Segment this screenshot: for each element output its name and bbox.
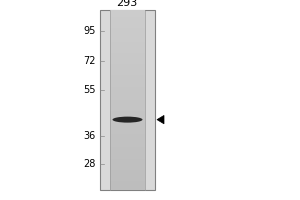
Bar — [110, 154, 145, 156]
Text: 55: 55 — [83, 85, 96, 95]
Bar — [110, 98, 145, 100]
Bar — [110, 66, 145, 68]
Bar — [110, 86, 145, 89]
Bar — [110, 89, 145, 91]
Bar — [110, 30, 145, 32]
Bar — [110, 102, 145, 104]
Bar — [110, 118, 145, 120]
Bar — [110, 161, 145, 163]
Bar — [110, 80, 145, 82]
Bar — [110, 181, 145, 183]
Bar — [110, 21, 145, 23]
Bar — [110, 114, 145, 116]
Bar — [110, 44, 145, 46]
Ellipse shape — [112, 117, 142, 123]
Bar — [110, 100, 145, 102]
Bar — [110, 17, 145, 19]
Bar — [110, 50, 145, 53]
Polygon shape — [157, 115, 164, 124]
Bar — [110, 35, 145, 37]
Bar — [110, 19, 145, 21]
Bar — [110, 174, 145, 176]
Bar — [110, 109, 145, 111]
Bar — [110, 107, 145, 109]
Bar — [110, 172, 145, 174]
Bar — [110, 158, 145, 161]
Bar — [110, 39, 145, 42]
Text: 72: 72 — [83, 56, 96, 66]
Bar — [110, 12, 145, 15]
Bar — [110, 143, 145, 145]
Bar — [110, 132, 145, 134]
Bar — [110, 46, 145, 48]
Bar — [110, 23, 145, 26]
Bar — [110, 145, 145, 147]
Bar — [110, 75, 145, 77]
Bar — [110, 138, 145, 140]
Bar — [110, 127, 145, 129]
Bar — [110, 120, 145, 122]
Bar — [110, 84, 145, 86]
Bar — [110, 71, 145, 73]
Bar — [110, 165, 145, 168]
Bar — [110, 111, 145, 114]
Bar — [110, 62, 145, 64]
Text: 95: 95 — [84, 26, 96, 36]
Bar — [110, 26, 145, 28]
Bar — [110, 73, 145, 75]
Bar — [110, 91, 145, 93]
Bar — [100, 10, 155, 190]
Text: 28: 28 — [84, 159, 96, 169]
Bar — [110, 129, 145, 132]
Bar — [110, 134, 145, 136]
Bar — [110, 10, 145, 12]
Bar — [110, 122, 145, 125]
Bar — [110, 82, 145, 84]
Bar — [110, 64, 145, 66]
Text: 36: 36 — [84, 131, 96, 141]
Bar — [110, 93, 145, 96]
Bar — [110, 156, 145, 158]
Bar — [110, 116, 145, 118]
Bar — [110, 125, 145, 127]
Bar — [110, 55, 145, 57]
Bar — [110, 28, 145, 30]
Bar — [110, 37, 145, 39]
Bar — [110, 163, 145, 165]
Bar — [110, 48, 145, 50]
Bar — [110, 168, 145, 170]
Bar — [110, 77, 145, 80]
Bar — [110, 60, 145, 62]
Bar — [110, 53, 145, 55]
Bar — [110, 42, 145, 44]
Bar — [110, 150, 145, 152]
Bar — [110, 32, 145, 35]
Bar — [110, 68, 145, 71]
Text: 293: 293 — [116, 0, 138, 8]
Bar — [110, 57, 145, 60]
Bar — [110, 176, 145, 179]
Bar — [110, 179, 145, 181]
Bar — [110, 136, 145, 138]
Bar — [110, 15, 145, 17]
Bar — [110, 96, 145, 98]
Bar — [110, 170, 145, 172]
Bar — [110, 186, 145, 188]
Bar — [110, 147, 145, 150]
Bar — [110, 188, 145, 190]
Bar — [110, 152, 145, 154]
Bar — [110, 104, 145, 107]
Bar — [110, 140, 145, 143]
Bar — [110, 183, 145, 186]
